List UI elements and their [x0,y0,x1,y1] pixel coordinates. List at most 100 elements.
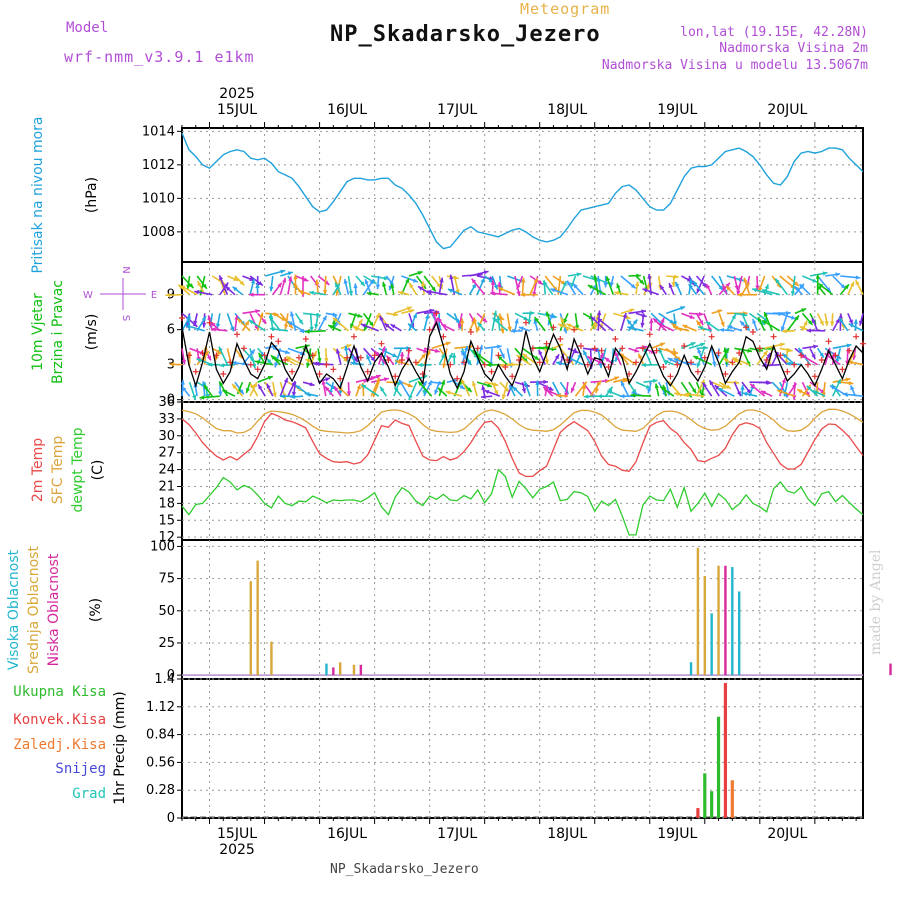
wind-arrow-head [343,357,348,363]
wind-arrow-head [496,315,501,321]
model-elevation: Nadmorska Visina u modelu 13.5067m [601,58,868,73]
wind-arrow-head [779,342,785,347]
gust-marker [385,357,392,363]
wind-arrow-head [614,376,620,381]
wind-arrow-head [521,277,526,283]
wind-arrow-head [842,392,848,397]
wind-arrow-head [218,391,223,396]
gust-marker [378,340,385,347]
wind-arrow-head [709,380,714,386]
wind-arrow-head [259,312,264,318]
wind-arrow-head [522,353,528,359]
gust-marker [509,373,516,380]
wind-arrow-head [412,313,417,319]
wind-arrow-head [239,280,245,286]
wind-arrow-head [412,278,418,283]
wind-arrow-head [492,317,498,323]
dewpt-label: dewpt Temp [70,427,86,512]
wind-arrow-head [566,323,572,328]
wind-arrow-head [543,386,549,392]
wind-arrow-head [727,325,733,330]
gust-marker [756,345,763,352]
wind-arrow-head [622,313,627,318]
wind-arrow-head [742,391,748,397]
y-tick-label: 3 [167,358,175,373]
wind-arrow-head [782,353,788,359]
wind-arrow-head [472,317,478,323]
wind-arrow-head [369,321,374,327]
wind-arrow-head [356,384,361,390]
wind-arrow-head [691,388,697,394]
cloud-bar-high [731,567,734,676]
sfc-temp-line [181,408,864,434]
wind-arrow-head [721,384,727,389]
wind-arrow-head [498,287,504,292]
wind-arrow-head [763,350,768,356]
wind-arrow-head [434,348,440,353]
wind-arrow-head [255,309,261,314]
wind-arrow-head [761,288,767,294]
wind-arrow-head [201,316,206,322]
wind-label-1: 10m Vjetar [30,293,46,371]
wind-arrow-head [815,274,820,279]
wind-arrow-head [504,387,510,393]
gust-marker [467,329,474,335]
wind-arrow-head [245,387,250,393]
cloud-mid-label: Srednja Oblacnost [26,546,42,674]
wind-arrow-head [652,378,658,384]
gust-marker [571,326,578,333]
wind-arrow-head [780,326,786,332]
wind-arrow-head [181,359,187,365]
wind-arrow-head [192,394,197,400]
wind-arrow-head [483,270,489,275]
wind-arrow-head [669,319,675,324]
wind-arrow-head [477,322,483,328]
wind-arrow-head [520,292,526,297]
wind-arrow-head [667,358,673,363]
gust-marker [392,373,399,380]
wind-arrow-head [762,320,768,325]
wind-arrow-head [331,319,337,324]
wind-arrow-head [399,351,405,357]
wind-arrow-head [598,363,603,369]
wind-arrow-head [712,361,717,367]
wind-arrow-head [583,394,589,399]
wind-arrow-head [510,328,516,334]
wind-arrow-head [564,392,569,398]
wind-arrow-head [408,323,413,329]
wind-arrow-head [233,276,239,281]
wind-arrow-head [321,380,326,385]
wind-arrow-head [219,363,224,368]
wind-arrow-head [448,353,453,359]
wind-arrow-head [533,278,538,284]
wind-arrow-head [752,288,757,293]
wind-arrow-head [845,377,851,382]
wind-arrow-head [839,317,844,323]
wind-arrow-head [699,320,704,326]
wind-arrow-head [390,324,396,329]
wind-arrow-head [184,324,190,329]
wind-arrow-head [408,394,413,400]
wind-arrow-head [360,281,365,287]
y-tick-label: 1008 [142,225,175,240]
wind-arrow-head [324,386,330,392]
wind-arrow-head [223,282,229,288]
y-tick-label: 30 [158,429,175,444]
panel-frame-0 [181,127,864,263]
wind-arrow-head [396,380,401,386]
gust-marker [536,359,543,366]
wind-arrow-head [291,391,297,397]
wind-arrow-head [818,283,824,289]
wind-arrow-head [619,394,625,399]
gust-marker [598,347,605,354]
station-title: NP_Skadarsko_Jezero [330,22,601,47]
wind-arrow-head [653,318,658,324]
wind-arrow-head [395,360,401,365]
gust-marker [708,333,715,340]
wind-arrow-head [250,278,256,284]
bottom-date-label: 18JUL [547,826,587,842]
top-date-label: 16JUL [327,102,367,118]
cloud-bar-mid [703,576,706,676]
wind-arrow-head [736,391,741,397]
y-tick-label: 1.4 [154,672,175,687]
